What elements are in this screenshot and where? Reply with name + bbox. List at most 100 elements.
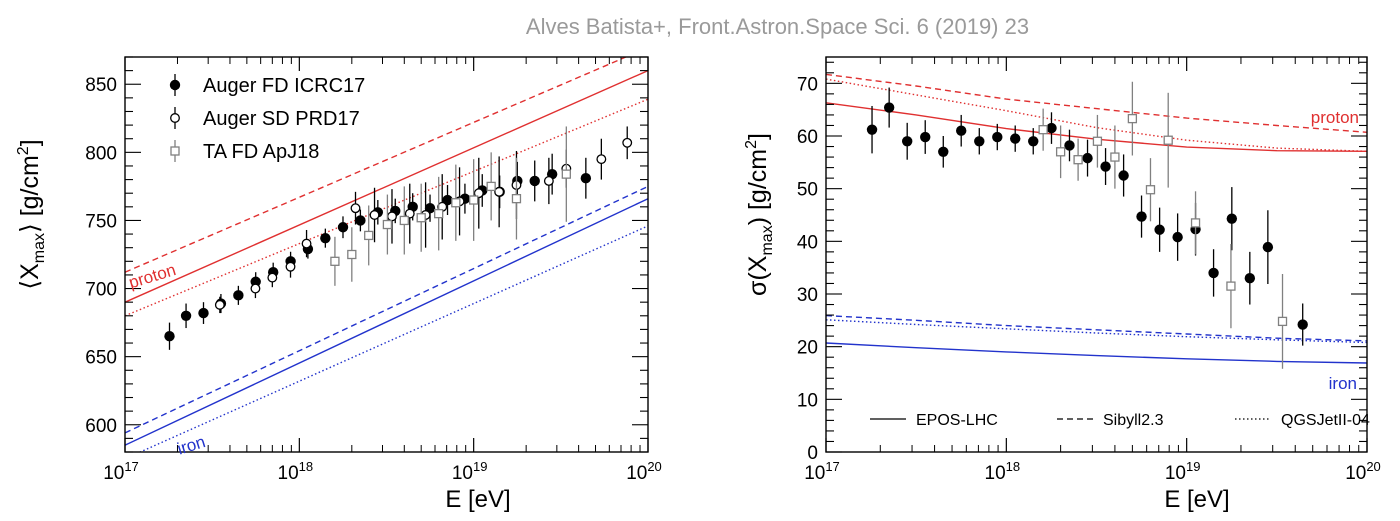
legend-marker — [170, 146, 180, 156]
point-marker — [1226, 281, 1236, 291]
point-marker — [434, 208, 444, 219]
legend-item: Sibyll2.3 — [1057, 412, 1164, 429]
point-marker — [1172, 231, 1183, 243]
data-point — [920, 120, 931, 154]
data-point — [387, 189, 397, 244]
data-point — [901, 122, 913, 160]
mean-xmax-chart: 1017 1018 1019 1020 E [eV] 600 650 700 750 800 850… — [15, 56, 662, 513]
data-point — [382, 194, 393, 255]
point-marker — [883, 102, 895, 113]
data-point — [369, 187, 380, 243]
series-auger-fd-icrc17 — [866, 87, 1308, 346]
data-point — [1208, 249, 1219, 297]
legend: EPOS-LHC Sibyll2.3 QGSJetII-04 — [870, 412, 1370, 429]
point-marker — [347, 249, 357, 260]
point-marker — [901, 136, 913, 147]
data-point — [330, 236, 340, 286]
point-marker — [1092, 136, 1103, 146]
legend-label: EPOS-LHC — [916, 412, 998, 429]
data-point — [622, 126, 633, 160]
y-tick-label: 40 — [797, 232, 818, 253]
iron-label: iron — [1329, 374, 1357, 393]
point-marker — [1262, 241, 1274, 253]
iron-sibyll23-line — [125, 185, 648, 434]
point-marker — [164, 331, 175, 342]
legend-label: Auger SD PRD17 — [203, 108, 360, 130]
data-point — [1244, 251, 1256, 305]
x-axis-label: E [eV] — [445, 486, 510, 513]
data-point — [1172, 213, 1183, 261]
point-marker — [920, 131, 931, 143]
point-marker — [473, 188, 484, 199]
point-marker — [1145, 185, 1156, 195]
legend-item: QGSJetII-04 — [1235, 412, 1370, 429]
y-axis-label: ⟨Xmax⟩ [g/cm2] — [15, 139, 48, 289]
legend-label: Auger FD ICRC17 — [203, 75, 365, 97]
y-tick-label: 50 — [797, 180, 818, 201]
point-marker — [355, 215, 366, 226]
point-marker — [1064, 140, 1075, 151]
point-marker — [387, 211, 397, 222]
x-axis-label: E [eV] — [1164, 486, 1229, 513]
point-marker — [285, 261, 296, 272]
point-marker — [1190, 218, 1201, 228]
point-marker — [416, 213, 426, 223]
point-marker — [974, 136, 985, 147]
data-point — [1110, 125, 1120, 189]
point-marker — [442, 194, 453, 206]
point-marker — [622, 137, 633, 148]
iron-label: iron — [175, 432, 208, 458]
x-tick-label: 1018 — [985, 459, 1021, 484]
data-point — [1163, 92, 1173, 188]
x-tick-label: 1019 — [452, 459, 488, 484]
point-marker — [350, 203, 361, 214]
iron-qgsjetii04-line — [138, 225, 648, 452]
proton-label: proton — [1311, 108, 1359, 127]
point-marker — [404, 208, 415, 219]
data-point — [1297, 303, 1308, 346]
data-point — [1028, 128, 1039, 155]
iron-eposlhc-line — [125, 198, 648, 446]
point-marker — [301, 238, 312, 249]
data-point — [1073, 138, 1083, 181]
y-tick-label: 0 — [807, 443, 818, 464]
point-marker — [1028, 136, 1039, 147]
proton-label: proton — [126, 260, 178, 292]
y-axis-label: σ(Xmax) [g/cm2] — [743, 133, 776, 296]
point-marker — [469, 195, 479, 205]
data-point — [883, 87, 895, 128]
point-marker — [1208, 267, 1219, 279]
data-point — [434, 176, 444, 251]
data-point — [337, 216, 349, 239]
data-point — [486, 152, 496, 221]
point-marker — [382, 219, 393, 230]
data-point — [1038, 108, 1048, 151]
data-point — [1010, 125, 1021, 152]
data-point — [267, 268, 278, 288]
x-tick-label: 1020 — [1345, 459, 1381, 484]
data-point — [529, 160, 540, 202]
data-point — [511, 157, 522, 240]
point-marker — [543, 175, 554, 186]
model-lines — [125, 57, 648, 452]
data-point — [1055, 125, 1066, 179]
y-axis: 0 10 20 30 40 50 60 70 σ(Xmax) [g/cm2] — [743, 61, 1367, 464]
data-point — [1100, 148, 1111, 185]
point-marker — [580, 173, 592, 184]
data-point — [974, 128, 985, 155]
data-point — [866, 105, 878, 154]
x-tick-label: 1019 — [1165, 459, 1201, 484]
point-marker — [330, 256, 340, 266]
data-point — [301, 229, 312, 258]
y-tick-label: 750 — [85, 211, 117, 232]
proton-eposlhc-line — [125, 69, 648, 303]
data-point — [1154, 207, 1165, 252]
data-point — [580, 157, 592, 199]
data-point — [1118, 154, 1129, 197]
point-marker — [494, 186, 505, 197]
data-point — [442, 185, 453, 215]
plot-frame — [124, 56, 649, 453]
legend-item: Auger SD PRD17 — [170, 107, 360, 130]
data-point — [399, 186, 409, 255]
